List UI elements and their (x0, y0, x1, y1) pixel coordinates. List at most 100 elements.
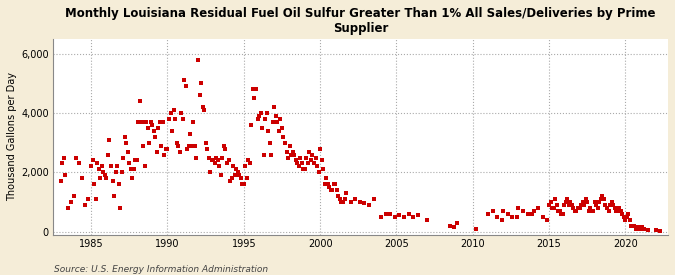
Point (133, 120, 144, 124)
Point (364, 203, 375, 207)
Point (217, 155, 228, 160)
Point (58, 155, 69, 160)
Point (147, 123, 158, 127)
Point (139, 164, 150, 169)
Point (306, 158, 317, 163)
Point (622, 215, 632, 219)
Point (507, 215, 518, 219)
Point (101, 176, 112, 180)
Point (132, 158, 142, 163)
Point (237, 182, 248, 186)
Point (449, 225, 460, 229)
Point (55, 179, 66, 183)
Point (87, 158, 98, 163)
Point (109, 194, 119, 198)
Point (385, 212, 396, 216)
Point (263, 129, 273, 133)
Point (161, 146, 171, 151)
Point (249, 96, 260, 100)
Point (639, 227, 649, 231)
Point (599, 197, 610, 201)
Point (171, 141, 182, 145)
Point (368, 197, 379, 201)
Point (610, 206, 620, 210)
Point (90, 197, 101, 201)
Point (80, 203, 90, 207)
Point (601, 206, 612, 210)
Point (119, 134, 130, 139)
Point (620, 218, 630, 222)
Point (265, 141, 275, 145)
Point (399, 215, 410, 219)
Point (513, 206, 524, 210)
Point (655, 229, 666, 233)
Point (329, 182, 340, 186)
Point (574, 206, 585, 210)
Point (310, 155, 321, 160)
Point (637, 225, 647, 229)
Point (327, 188, 338, 192)
Point (623, 212, 634, 216)
Point (286, 152, 296, 157)
Point (562, 197, 572, 201)
Point (180, 84, 191, 89)
Point (213, 158, 223, 163)
Point (188, 120, 199, 124)
Point (238, 182, 249, 186)
Point (113, 182, 124, 186)
Point (63, 206, 74, 210)
Point (260, 117, 271, 121)
Point (136, 120, 147, 124)
Point (266, 152, 277, 157)
Point (533, 206, 544, 210)
Point (157, 120, 168, 124)
Point (278, 134, 289, 139)
Point (198, 108, 209, 112)
Point (444, 224, 455, 228)
Point (134, 99, 145, 103)
Point (200, 141, 211, 145)
Point (173, 144, 184, 148)
Point (153, 126, 164, 130)
Point (643, 228, 653, 232)
Point (571, 209, 582, 213)
Point (502, 212, 513, 216)
Point (190, 144, 200, 148)
Point (394, 213, 405, 218)
Point (140, 120, 151, 124)
Point (611, 209, 622, 213)
Point (338, 200, 348, 204)
Point (608, 203, 618, 207)
Point (542, 218, 553, 222)
Point (300, 167, 310, 172)
Point (591, 203, 601, 207)
Point (589, 200, 600, 204)
Point (597, 194, 608, 198)
Point (207, 158, 217, 163)
Point (624, 218, 635, 222)
Point (307, 152, 318, 157)
Point (168, 108, 179, 112)
Point (178, 117, 188, 121)
Point (231, 167, 242, 172)
Point (115, 206, 126, 210)
Point (496, 218, 507, 222)
Point (208, 158, 219, 163)
Point (618, 215, 629, 219)
Point (323, 182, 333, 186)
Point (554, 209, 565, 213)
Point (150, 134, 161, 139)
Point (302, 161, 313, 166)
Point (289, 152, 300, 157)
Point (165, 111, 176, 115)
Point (243, 158, 254, 163)
Point (214, 164, 225, 169)
Point (250, 87, 261, 92)
Point (104, 138, 115, 142)
Point (559, 203, 570, 207)
Y-axis label: Thousand Gallons per Day: Thousand Gallons per Day (7, 72, 17, 201)
Point (97, 164, 107, 169)
Point (522, 212, 533, 216)
Point (312, 164, 323, 169)
Point (545, 200, 556, 204)
